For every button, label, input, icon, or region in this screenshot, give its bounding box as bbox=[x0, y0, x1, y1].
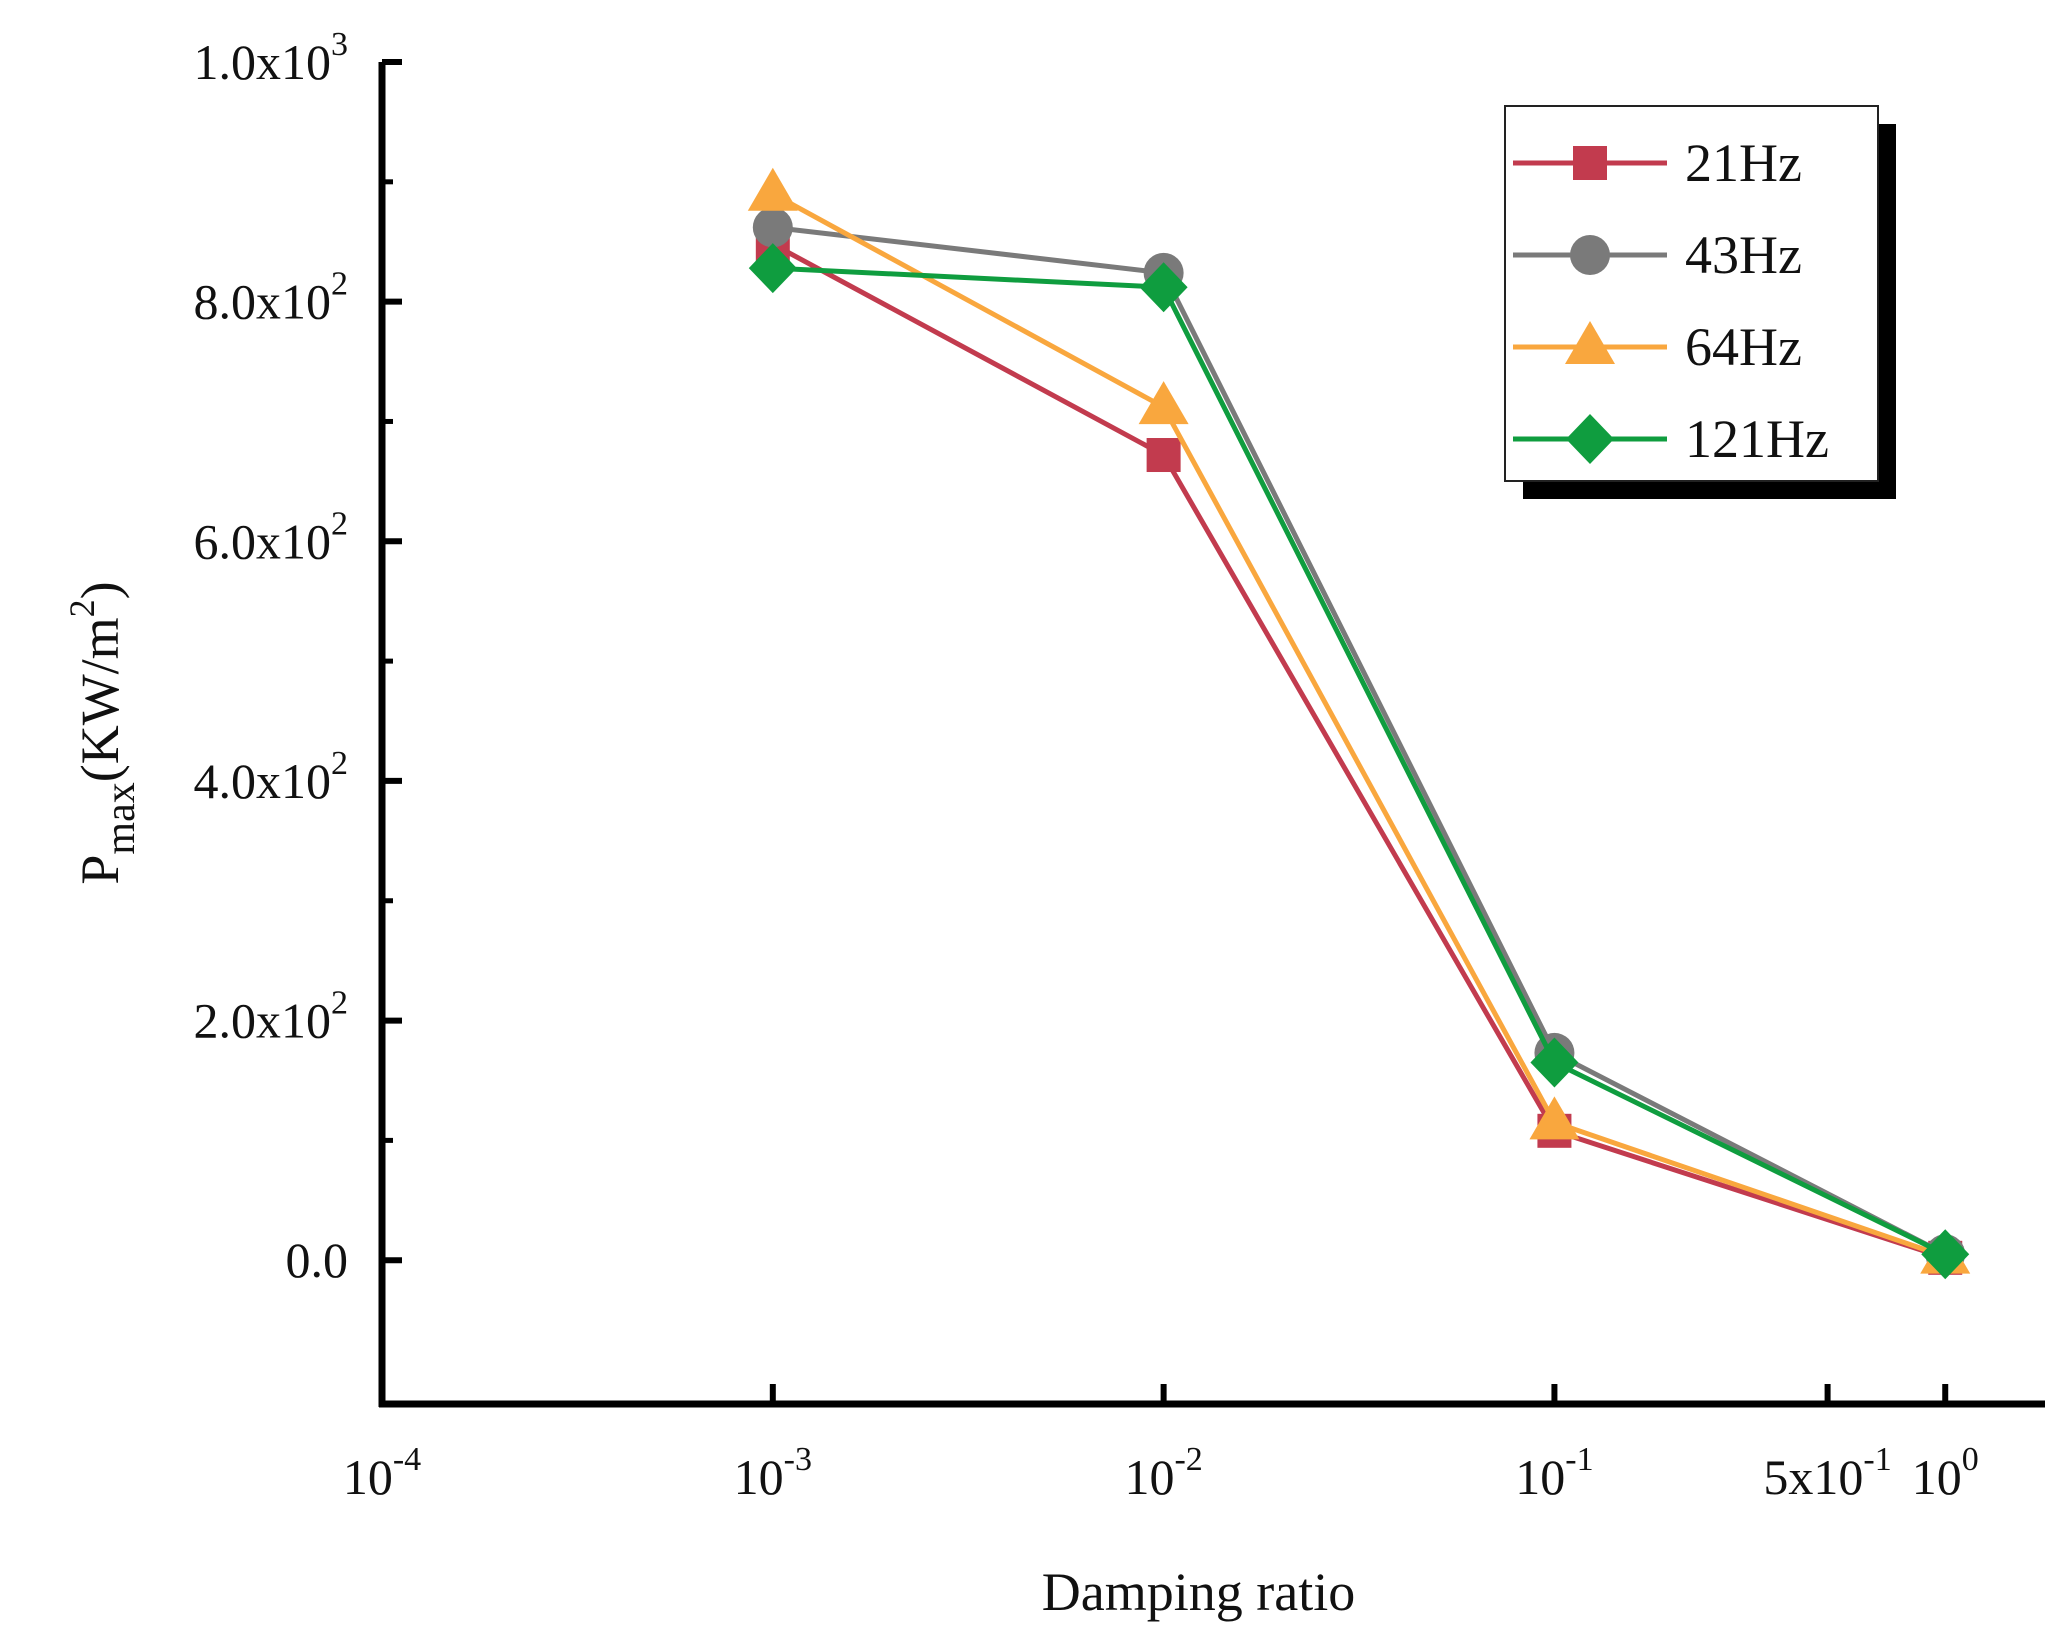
data-point bbox=[1529, 1096, 1580, 1140]
x-tick-label: 5x10-1 bbox=[1763, 1441, 1891, 1505]
x-tick-label: 10-1 bbox=[1515, 1441, 1593, 1505]
legend-label: 64Hz bbox=[1685, 317, 1802, 377]
data-point bbox=[1138, 381, 1189, 425]
legend-box bbox=[1504, 105, 1879, 482]
legend-marker bbox=[1573, 146, 1607, 180]
legend-item[interactable]: 21Hz bbox=[1513, 133, 1802, 193]
legend-label: 21Hz bbox=[1685, 133, 1802, 193]
data-point bbox=[1530, 1037, 1579, 1088]
data-point bbox=[747, 167, 798, 211]
y-tick-label: 6.0x102 bbox=[194, 505, 349, 569]
axis-titles: Damping ratio Pmax(KW/m2) bbox=[62, 581, 1355, 1622]
data-point bbox=[1139, 262, 1188, 313]
axes: 0.0 2.0x102 4.0x102 6.0x102 8.0x102 1.0x103 10… bbox=[194, 26, 2045, 1505]
y-tick-label: 0.0 bbox=[286, 1232, 349, 1288]
legend-label: 43Hz bbox=[1685, 225, 1802, 285]
series-line bbox=[771, 191, 1947, 1259]
y-tick-label: 2.0x102 bbox=[194, 985, 349, 1049]
x-tick-label: 10-3 bbox=[734, 1441, 812, 1505]
x-tick-label: 10-2 bbox=[1124, 1441, 1202, 1505]
series-line bbox=[771, 241, 1947, 1261]
legend-item[interactable]: 43Hz bbox=[1513, 225, 1802, 285]
series-layer bbox=[747, 167, 1971, 1280]
data-point bbox=[752, 207, 793, 248]
legend-marker bbox=[1570, 235, 1610, 275]
x-tick-label: 100 bbox=[1912, 1441, 1979, 1505]
legend-item[interactable]: 64Hz bbox=[1513, 317, 1802, 377]
series-line bbox=[772, 224, 1947, 1257]
legend-item[interactable]: 121Hz bbox=[1513, 409, 1829, 469]
legend-marker bbox=[1566, 414, 1614, 464]
series-line bbox=[772, 265, 1947, 1257]
y-tick-label: 4.0x102 bbox=[194, 745, 349, 809]
data-point bbox=[1921, 1229, 1970, 1280]
series-121Hz bbox=[748, 243, 1970, 1280]
legend[interactable]: 21Hz 43Hz 64Hz 121Hz bbox=[1504, 105, 1896, 499]
legend-label: 121Hz bbox=[1685, 409, 1829, 469]
legend-marker bbox=[1565, 321, 1615, 364]
y-tick-label: 1.0x103 bbox=[194, 26, 349, 90]
y-axis-title: Pmax(KW/m2) bbox=[62, 581, 144, 884]
data-point bbox=[1146, 438, 1181, 473]
y-tick-label: 8.0x102 bbox=[194, 266, 349, 330]
data-point bbox=[748, 243, 797, 294]
x-tick-label: 10-4 bbox=[343, 1441, 421, 1505]
x-axis-title: Damping ratio bbox=[1042, 1562, 1355, 1622]
